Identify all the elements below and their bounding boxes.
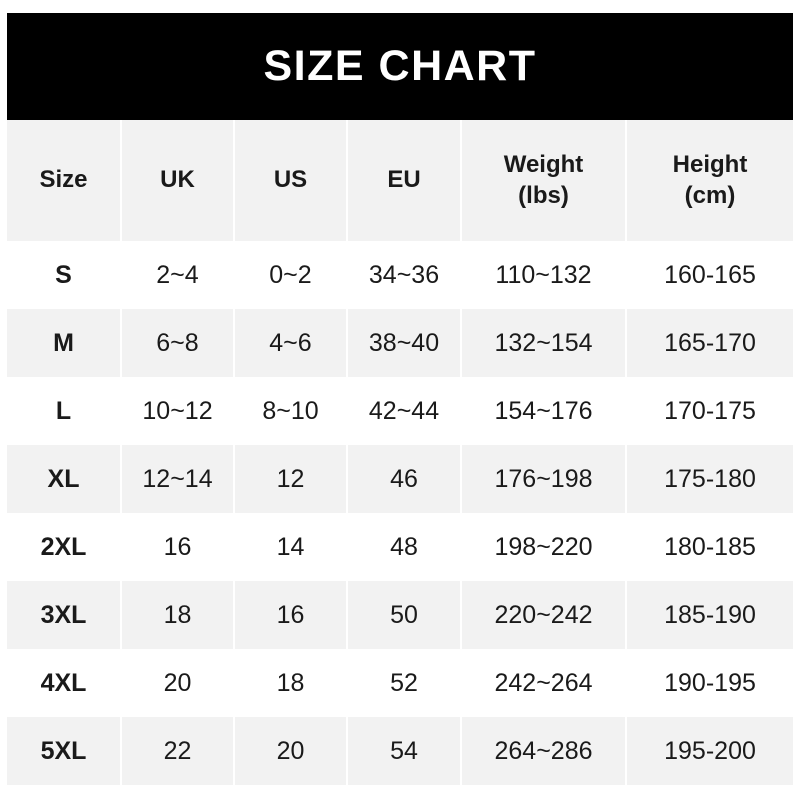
- cell-us: 4~6: [235, 309, 348, 377]
- cell-height: 180-185: [627, 513, 793, 581]
- size-chart-container: SIZE CHART Size UK US EU Weight (lbs) Hei…: [7, 13, 793, 785]
- cell-uk: 6~8: [122, 309, 235, 377]
- cell-size: 5XL: [7, 717, 122, 785]
- column-header-height: Height (cm): [627, 120, 793, 241]
- table-header: Size UK US EU Weight (lbs) Height (cm): [7, 120, 793, 241]
- table-body: S 2~4 0~2 34~36 110~132 160-165 M 6~8 4~6 38~40 13…: [7, 241, 793, 785]
- cell-us: 16: [235, 581, 348, 649]
- cell-height: 160-165: [627, 241, 793, 309]
- cell-height: 195-200: [627, 717, 793, 785]
- cell-uk: 22: [122, 717, 235, 785]
- table-row: M 6~8 4~6 38~40 132~154 165-170: [7, 309, 793, 377]
- column-header-size: Size: [7, 120, 122, 241]
- column-header-line: Size: [39, 166, 88, 194]
- cell-weight: 220~242: [462, 581, 627, 649]
- cell-eu: 38~40: [348, 309, 462, 377]
- cell-size: 2XL: [7, 513, 122, 581]
- cell-eu: 50: [348, 581, 462, 649]
- cell-eu: 34~36: [348, 241, 462, 309]
- table-row: 4XL 20 18 52 242~264 190-195: [7, 649, 793, 717]
- column-header-line: Weight: [503, 150, 584, 178]
- table-row: 2XL 16 14 48 198~220 180-185: [7, 513, 793, 581]
- cell-weight: 154~176: [462, 377, 627, 445]
- cell-size: S: [7, 241, 122, 309]
- cell-size: M: [7, 309, 122, 377]
- size-chart-table: Size UK US EU Weight (lbs) Height (cm) S 2~…: [7, 120, 793, 785]
- cell-height: 190-195: [627, 649, 793, 717]
- page-title: SIZE CHART: [263, 42, 537, 90]
- title-banner: SIZE CHART: [7, 13, 793, 120]
- cell-us: 8~10: [235, 377, 348, 445]
- column-header-us: US: [235, 120, 348, 241]
- cell-eu: 46: [348, 445, 462, 513]
- cell-weight: 110~132: [462, 241, 627, 309]
- cell-size: 4XL: [7, 649, 122, 717]
- cell-weight: 198~220: [462, 513, 627, 581]
- cell-height: 165-170: [627, 309, 793, 377]
- column-header-eu: EU: [348, 120, 462, 241]
- column-header-weight: Weight (lbs): [462, 120, 627, 241]
- column-header-line: UK: [160, 166, 195, 194]
- cell-height: 175-180: [627, 445, 793, 513]
- column-header-line: EU: [387, 166, 421, 194]
- cell-uk: 20: [122, 649, 235, 717]
- cell-height: 185-190: [627, 581, 793, 649]
- cell-uk: 12~14: [122, 445, 235, 513]
- cell-weight: 176~198: [462, 445, 627, 513]
- column-header-line: (lbs): [518, 181, 569, 209]
- cell-weight: 264~286: [462, 717, 627, 785]
- column-header-line: Height: [672, 150, 748, 178]
- cell-size: L: [7, 377, 122, 445]
- cell-eu: 42~44: [348, 377, 462, 445]
- cell-height: 170-175: [627, 377, 793, 445]
- table-row: L 10~12 8~10 42~44 154~176 170-175: [7, 377, 793, 445]
- cell-us: 20: [235, 717, 348, 785]
- cell-size: 3XL: [7, 581, 122, 649]
- cell-uk: 2~4: [122, 241, 235, 309]
- cell-us: 14: [235, 513, 348, 581]
- table-row: S 2~4 0~2 34~36 110~132 160-165: [7, 241, 793, 309]
- cell-eu: 52: [348, 649, 462, 717]
- table-row: 5XL 22 20 54 264~286 195-200: [7, 717, 793, 785]
- table-row: 3XL 18 16 50 220~242 185-190: [7, 581, 793, 649]
- column-header-line: (cm): [684, 181, 736, 209]
- header-row: Size UK US EU Weight (lbs) Height (cm): [7, 120, 793, 241]
- table-row: XL 12~14 12 46 176~198 175-180: [7, 445, 793, 513]
- column-header-uk: UK: [122, 120, 235, 241]
- column-header-line: US: [273, 166, 308, 194]
- cell-eu: 54: [348, 717, 462, 785]
- cell-us: 12: [235, 445, 348, 513]
- cell-eu: 48: [348, 513, 462, 581]
- cell-size: XL: [7, 445, 122, 513]
- cell-us: 18: [235, 649, 348, 717]
- cell-us: 0~2: [235, 241, 348, 309]
- cell-uk: 16: [122, 513, 235, 581]
- cell-uk: 10~12: [122, 377, 235, 445]
- cell-weight: 132~154: [462, 309, 627, 377]
- cell-uk: 18: [122, 581, 235, 649]
- cell-weight: 242~264: [462, 649, 627, 717]
